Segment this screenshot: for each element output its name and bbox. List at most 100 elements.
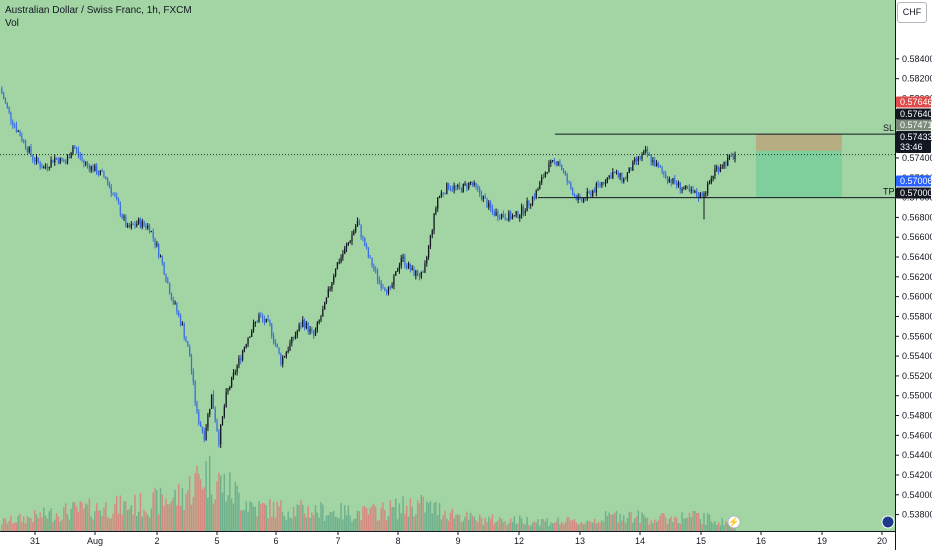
stop-loss-zone[interactable]	[756, 133, 842, 151]
volume-bar	[562, 523, 565, 531]
candle-body	[88, 165, 91, 171]
volume-bar	[675, 517, 678, 531]
candle-body	[717, 167, 720, 172]
candle-body	[43, 167, 45, 169]
candle-body	[163, 262, 165, 275]
candle-body	[484, 196, 486, 199]
flag-icon[interactable]	[881, 515, 895, 529]
candle-body	[159, 255, 162, 257]
volume-bar	[283, 516, 286, 531]
candle-body	[35, 157, 38, 162]
volume-bar	[466, 511, 468, 531]
candle-body	[267, 318, 269, 321]
candle-body	[136, 223, 138, 226]
volume-bar	[703, 512, 705, 531]
candle-body	[23, 140, 25, 142]
candle-body	[216, 420, 218, 432]
stop-zone-top-tag: 0.57646	[900, 97, 932, 107]
volume-bar	[46, 518, 49, 531]
candle-body	[63, 160, 65, 163]
candle-body	[344, 248, 346, 254]
time-tick-label: 15	[696, 536, 706, 546]
candle-body	[391, 285, 393, 288]
candle-body	[298, 325, 300, 332]
price-tick-label: 0.55000	[902, 391, 932, 401]
volume-bar	[223, 473, 226, 531]
volume-bar	[610, 514, 612, 531]
take-profit-zone[interactable]	[756, 150, 842, 197]
volume-bar	[70, 508, 72, 531]
candle-body	[617, 172, 619, 177]
candle-body	[289, 343, 291, 351]
volume-bar	[10, 515, 12, 531]
volume-bar	[192, 496, 195, 531]
candle-body	[314, 329, 317, 336]
volume-bar	[469, 512, 472, 531]
volume-bar	[522, 523, 525, 531]
volume-bar	[624, 523, 627, 531]
candle-body	[232, 372, 235, 377]
candle-body	[378, 280, 380, 283]
candle-body	[333, 275, 335, 283]
candle-body	[103, 171, 105, 177]
volume-bar	[356, 510, 359, 531]
volume-label[interactable]: Vol	[5, 18, 19, 29]
volume-bar	[630, 511, 632, 531]
lightning-icon[interactable]	[727, 515, 741, 529]
candle-body	[588, 191, 590, 193]
candle-body	[449, 189, 452, 191]
volume-bar	[420, 494, 423, 531]
volume-bar	[548, 525, 550, 531]
candle-body	[479, 188, 481, 194]
volume-bar	[4, 518, 7, 531]
candle-body	[615, 172, 618, 174]
symbol-title[interactable]: Australian Dollar / Swiss Franc, 1h, FXC…	[5, 5, 192, 16]
volume-bar	[229, 472, 231, 531]
candle-body	[220, 425, 222, 445]
price-tick-label: 0.54400	[902, 450, 932, 460]
volume-bar	[690, 517, 692, 531]
volume-bar	[362, 506, 364, 531]
candle-body	[130, 224, 132, 228]
candle-body	[716, 167, 718, 169]
volume-bar	[449, 512, 452, 531]
volume-bar	[664, 517, 667, 531]
candle-body	[320, 316, 322, 321]
candle-body	[96, 165, 98, 174]
volume-bar	[513, 516, 516, 531]
volume-bar	[540, 519, 543, 531]
volume-bar	[415, 514, 417, 531]
candle-body	[723, 161, 725, 168]
candle-body	[475, 182, 477, 187]
candle-body	[442, 192, 444, 194]
candle-body	[506, 218, 508, 221]
volume-bar	[345, 515, 348, 531]
lightning-glyph: ⚡	[728, 516, 739, 528]
candle-body	[34, 160, 36, 162]
volume-bar	[438, 503, 441, 531]
candle-body	[610, 175, 612, 179]
candle-body	[712, 175, 714, 179]
volume-bar	[473, 516, 475, 531]
candle-body	[79, 154, 81, 158]
candle-body	[254, 321, 256, 324]
volume-bar	[178, 484, 180, 531]
candle-body	[524, 211, 526, 214]
volume-bar	[125, 501, 127, 531]
candle-body	[719, 167, 722, 172]
candle-body	[322, 309, 324, 317]
volume-bar	[190, 504, 193, 531]
candle-body	[203, 431, 205, 440]
candle-body	[134, 224, 136, 226]
currency-badge[interactable]: CHF	[897, 2, 927, 23]
volume-bar	[575, 522, 578, 531]
candle-body	[679, 182, 681, 191]
candle-body	[708, 183, 711, 185]
volume-bar	[108, 518, 111, 531]
volume-bar	[154, 488, 156, 531]
candle-body	[453, 185, 455, 190]
volume-bar	[436, 515, 439, 531]
candle-body	[329, 288, 331, 290]
volume-bar	[633, 518, 636, 531]
